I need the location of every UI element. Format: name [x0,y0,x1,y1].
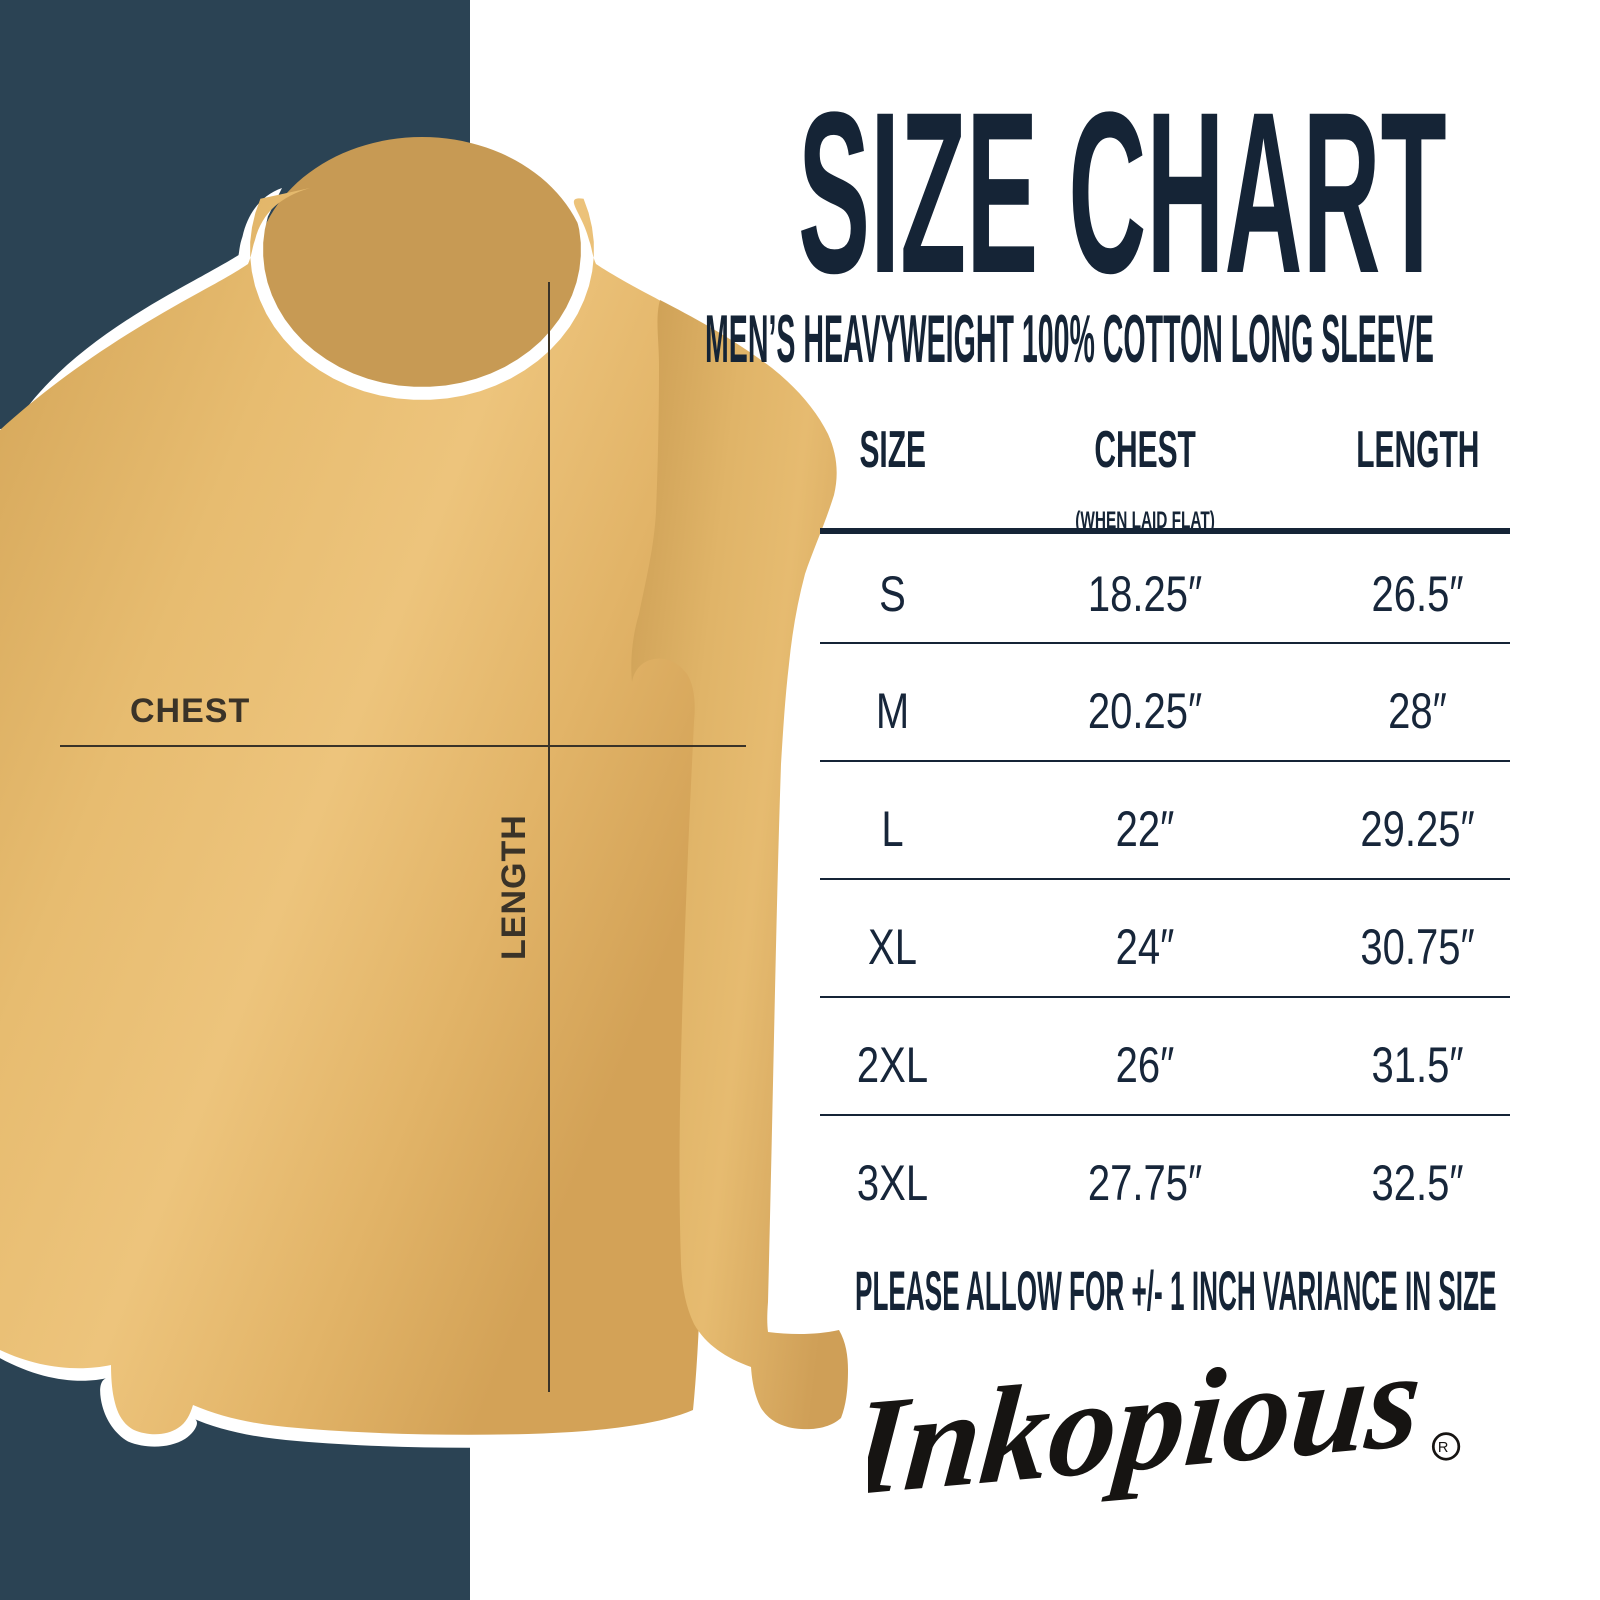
svg-text:R: R [1438,1440,1449,1456]
svg-text:Inkopious: Inkopious [868,1355,1427,1525]
